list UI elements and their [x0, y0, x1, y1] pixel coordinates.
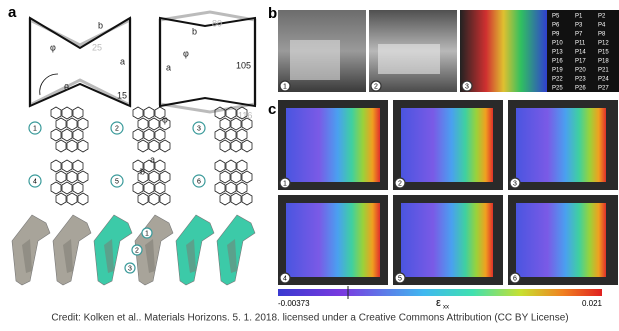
number-label: 1	[283, 180, 287, 187]
number-label: 1	[283, 83, 287, 90]
panel-label: c	[268, 101, 276, 118]
table-cell: P7	[575, 32, 583, 38]
strain-map	[286, 108, 380, 182]
strain-map	[286, 203, 380, 277]
number-label: 2	[135, 247, 139, 254]
table-cell: P24	[598, 77, 609, 83]
table-cell: P10	[552, 41, 563, 47]
table-cell: P21	[598, 68, 609, 74]
lattice-sketch	[51, 107, 88, 152]
number-label: 3	[197, 125, 201, 132]
colorbar-max: 0.021	[582, 299, 603, 308]
credit: Credit: Kolken et al.. Materials Horizon…	[51, 313, 568, 324]
colorbar-symbol: ε	[436, 297, 441, 309]
strain-map	[516, 203, 606, 277]
number-label: 1	[33, 125, 37, 132]
implant	[176, 215, 214, 285]
table-cell: P12	[598, 41, 609, 47]
dimension: φ	[50, 42, 56, 52]
dimension: b	[98, 20, 103, 30]
table-cell: P13	[552, 50, 563, 56]
number-label: 2	[374, 83, 378, 90]
number-label: 2	[115, 125, 119, 132]
number-label: 1	[145, 230, 149, 237]
colorbar-min: -0.00373	[278, 299, 310, 308]
dimension: b	[192, 26, 197, 36]
dimension: φ	[183, 48, 189, 58]
number-label: 4	[33, 178, 37, 185]
number-label: 5	[115, 178, 119, 185]
dimension: a	[120, 56, 125, 66]
implant	[217, 215, 255, 285]
dimension: 25	[92, 42, 102, 52]
dimension: 15	[117, 90, 127, 100]
dimension: 105	[236, 60, 251, 70]
table-cell: P22	[552, 77, 563, 83]
implant	[94, 215, 132, 285]
table-cell: P11	[575, 41, 586, 47]
table-cell: P8	[598, 32, 606, 38]
colorbar	[278, 289, 602, 296]
number-label: 2	[398, 180, 402, 187]
table-cell: P27	[598, 86, 609, 92]
table-cell: P18	[598, 59, 609, 65]
dimension: θ	[64, 82, 69, 92]
table-cell: P25	[552, 86, 563, 92]
number-label: 3	[465, 83, 469, 90]
table-cell: P14	[575, 50, 586, 56]
table-cell: P19	[552, 68, 563, 74]
dimension: a	[166, 62, 171, 72]
panel-label: a	[8, 4, 17, 21]
number-label: 6	[513, 275, 517, 282]
number-label: 3	[128, 265, 132, 272]
table-cell: P17	[575, 59, 586, 65]
number-label: 3	[513, 180, 517, 187]
cell-outline	[30, 20, 130, 105]
lattice-sketch	[215, 160, 252, 205]
table-cell: P15	[598, 50, 609, 56]
panel-label: b	[268, 5, 277, 22]
table-cell: P16	[552, 59, 563, 65]
implant	[12, 215, 50, 285]
number-label: 5	[398, 275, 402, 282]
number-label: 4	[283, 275, 287, 282]
dimension: 80	[212, 18, 222, 28]
table-cell: P2	[598, 14, 606, 20]
cell-outline	[30, 18, 130, 106]
strain-map	[401, 108, 493, 182]
colorbar-subscript: xx	[443, 305, 449, 311]
table-cell: P9	[552, 32, 560, 38]
strain-map	[516, 108, 606, 182]
number-label: 6	[197, 178, 201, 185]
table-cell: P5	[552, 14, 560, 20]
table-cell: P23	[575, 77, 586, 83]
table-cell: P20	[575, 68, 586, 74]
table-cell: P26	[575, 86, 586, 92]
lattice-sketch	[51, 160, 88, 205]
specimen	[378, 44, 440, 74]
strain-map	[401, 203, 493, 277]
photo	[460, 10, 547, 92]
table-cell: P4	[598, 23, 606, 29]
table-cell: P6	[552, 23, 560, 29]
table-cell: P3	[575, 23, 583, 29]
figure: a 25 15 a b φ θ 80 105 116 a b φ a b φ 1…	[0, 0, 619, 326]
lattice-sketch	[133, 160, 170, 205]
implant	[53, 215, 91, 285]
table-cell: P1	[575, 14, 583, 20]
specimen	[290, 40, 340, 80]
